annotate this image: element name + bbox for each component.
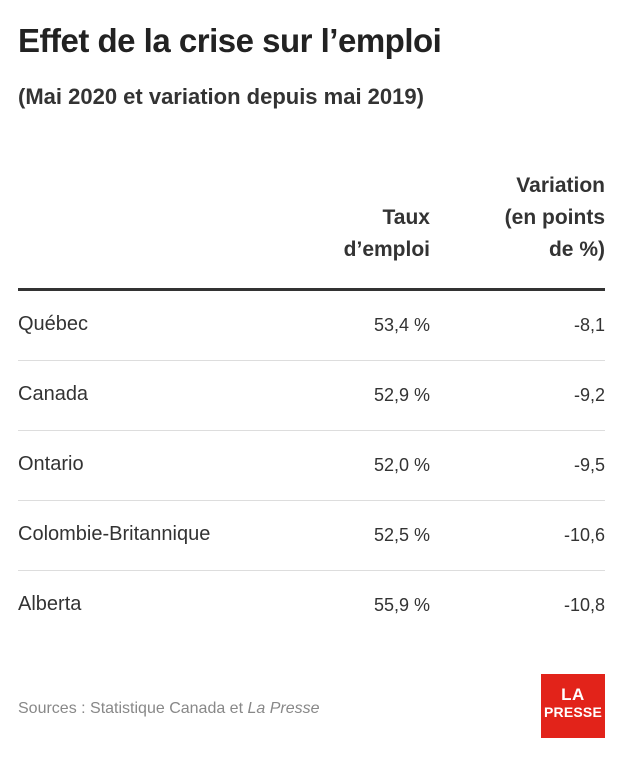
table-row: Colombie-Britannique 52,5 % -10,6 bbox=[18, 501, 605, 571]
employment-rate-value: 52,0 % bbox=[373, 455, 430, 475]
column-header-employment-rate: Taux d’emploi bbox=[343, 206, 430, 261]
variation-value: -10,6 bbox=[563, 525, 605, 545]
la-presse-logo: LA PRESSE bbox=[541, 674, 605, 738]
sources-text: Sources : Statistique Canada et bbox=[18, 700, 248, 717]
logo-line-2: PRESSE bbox=[544, 704, 602, 720]
variation-value: -9,2 bbox=[573, 385, 605, 405]
row-label: Ontario bbox=[18, 453, 84, 475]
variation-value: -9,5 bbox=[573, 455, 605, 475]
table-row: Alberta 55,9 % -10,8 bbox=[18, 571, 605, 640]
table-row: Canada 52,9 % -9,2 bbox=[18, 361, 605, 431]
page-title: Effet de la crise sur l’emploi bbox=[18, 22, 442, 59]
table-header: Taux d’emploi Variation (en points de %) bbox=[18, 170, 605, 291]
employment-rate-value: 52,9 % bbox=[373, 385, 430, 405]
employment-rate-value: 53,4 % bbox=[373, 315, 430, 335]
table-row: Québec 53,4 % -8,1 bbox=[18, 291, 605, 361]
table-body: Québec 53,4 % -8,1 Canada 52,9 % -9,2 Ontario 5… bbox=[18, 291, 605, 640]
row-label: Alberta bbox=[18, 593, 82, 615]
table-row: Ontario 52,0 % -9,5 bbox=[18, 431, 605, 501]
column-header-variation: Variation (en points de %) bbox=[504, 174, 605, 261]
variation-value: -10,8 bbox=[563, 595, 605, 615]
employment-rate-value: 55,9 % bbox=[373, 595, 430, 615]
row-label: Colombie-Britannique bbox=[18, 523, 211, 545]
sources-publication: La Presse bbox=[247, 700, 320, 717]
employment-table: Taux d’emploi Variation (en points de %)… bbox=[18, 170, 605, 640]
row-label: Canada bbox=[18, 383, 89, 405]
employment-rate-value: 52,5 % bbox=[373, 525, 430, 545]
logo-line-1: LA bbox=[561, 685, 585, 704]
sources-note: Sources : Statistique Canada et La Press… bbox=[18, 700, 320, 718]
variation-value: -8,1 bbox=[573, 315, 605, 335]
page-subtitle: (Mai 2020 et variation depuis mai 2019) bbox=[18, 84, 424, 109]
row-label: Québec bbox=[18, 313, 89, 335]
